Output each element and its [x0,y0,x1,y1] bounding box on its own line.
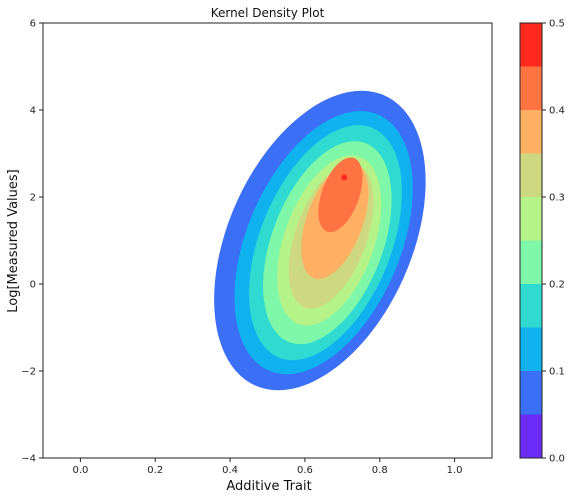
colorbar-tick-label: 0.1 [549,367,565,378]
density-contour-0_4 [318,157,363,233]
y-tick-label: 2 [30,193,36,204]
y-axis-label: Log[Measured Values] [6,169,21,312]
x-axis-label: Additive Trait [226,479,311,494]
y-axis-ticks: 6 4 2 0 −2 −4 [21,19,43,465]
colorbar-tick-label: 0.4 [549,106,565,117]
density-contour-0_45 [341,174,348,181]
colorbar: 0.5 0.4 0.3 0.2 0.1 0.0 [519,19,565,465]
colorbar-band [520,284,542,328]
x-tick-label: 0.6 [297,465,313,476]
x-tick-label: 0.0 [72,465,88,476]
y-tick-label: 6 [30,19,36,30]
colorbar-band [520,110,542,154]
colorbar-band [520,371,542,415]
colorbar-frame [519,22,543,459]
plot-area [42,22,493,459]
y-tick-label: 0 [30,280,36,291]
chart-title: Kernel Density Plot [211,6,325,20]
x-tick-label: 0.2 [147,465,163,476]
x-tick-label: 1.0 [447,465,463,476]
colorbar-tick-label: 0.5 [549,19,565,30]
colorbar-band [520,153,542,197]
colorbar-band [520,66,542,110]
y-tick-label: −4 [21,454,36,465]
y-tick-label: 4 [30,106,36,117]
colorbar-band [520,327,542,371]
colorbar-band [520,414,542,458]
density-contours [214,90,426,391]
x-axis-ticks: 0.0 0.2 0.4 0.6 0.8 1.0 [72,458,463,476]
colorbar-tick-label: 0.3 [549,193,565,204]
plot-frame [42,22,493,459]
colorbar-band [520,240,542,284]
y-tick-label: −2 [21,367,36,378]
colorbar-tick-label: 0.0 [549,454,565,465]
colorbar-band [520,23,542,67]
x-tick-label: 0.4 [222,465,238,476]
x-tick-label: 0.8 [372,465,388,476]
colorbar-band [520,197,542,241]
colorbar-tick-label: 0.2 [549,280,565,291]
